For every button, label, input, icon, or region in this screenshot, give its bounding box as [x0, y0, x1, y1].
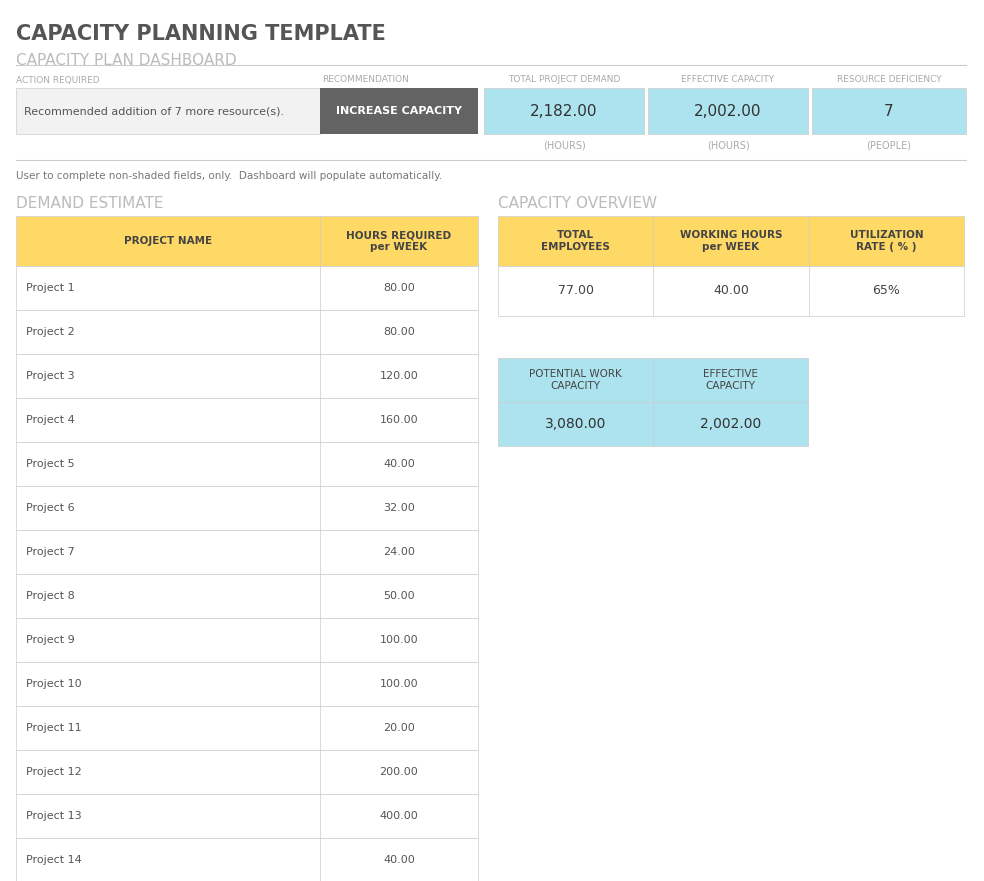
- Text: 80.00: 80.00: [383, 327, 415, 337]
- Text: POTENTIAL WORK
CAPACITY: POTENTIAL WORK CAPACITY: [529, 369, 622, 391]
- Text: 2,182.00: 2,182.00: [530, 103, 597, 119]
- Text: (HOURS): (HOURS): [542, 141, 585, 151]
- Bar: [16, 216, 478, 266]
- Bar: [16, 266, 478, 310]
- Text: Project 8: Project 8: [26, 591, 75, 601]
- Text: Project 6: Project 6: [26, 503, 75, 513]
- Bar: [320, 88, 478, 134]
- Text: 100.00: 100.00: [380, 635, 418, 645]
- Bar: [484, 88, 644, 134]
- Bar: [16, 706, 478, 750]
- Text: 200.00: 200.00: [380, 767, 418, 777]
- Bar: [498, 216, 964, 266]
- Bar: [16, 310, 478, 354]
- Bar: [16, 530, 478, 574]
- Bar: [648, 88, 808, 134]
- Text: Project 2: Project 2: [26, 327, 75, 337]
- Bar: [498, 266, 964, 316]
- Text: Project 4: Project 4: [26, 415, 75, 425]
- Text: 80.00: 80.00: [383, 283, 415, 293]
- Text: RESOURCE DEFICIENCY: RESOURCE DEFICIENCY: [836, 76, 942, 85]
- Text: 24.00: 24.00: [383, 547, 415, 557]
- Text: Project 12: Project 12: [26, 767, 82, 777]
- Text: EFFECTIVE
CAPACITY: EFFECTIVE CAPACITY: [703, 369, 758, 391]
- Bar: [16, 794, 478, 838]
- Text: 2,002.00: 2,002.00: [700, 417, 762, 431]
- Text: INCREASE CAPACITY: INCREASE CAPACITY: [336, 106, 462, 116]
- Text: 40.00: 40.00: [383, 855, 415, 865]
- Text: CAPACITY PLAN DASHBOARD: CAPACITY PLAN DASHBOARD: [16, 53, 236, 68]
- Bar: [498, 358, 808, 446]
- Text: 40.00: 40.00: [383, 459, 415, 469]
- Text: CAPACITY PLANNING TEMPLATE: CAPACITY PLANNING TEMPLATE: [16, 24, 386, 44]
- Text: 100.00: 100.00: [380, 679, 418, 689]
- Bar: [16, 750, 478, 794]
- Bar: [16, 574, 478, 618]
- Text: ACTION REQUIRED: ACTION REQUIRED: [16, 76, 99, 85]
- Text: DEMAND ESTIMATE: DEMAND ESTIMATE: [16, 196, 163, 211]
- Bar: [16, 838, 478, 881]
- Text: RECOMMENDATION: RECOMMENDATION: [322, 76, 409, 85]
- Text: (PEOPLE): (PEOPLE): [867, 141, 911, 151]
- Text: Project 13: Project 13: [26, 811, 82, 821]
- Text: HOURS REQUIRED
per WEEK: HOURS REQUIRED per WEEK: [346, 230, 452, 252]
- Bar: [16, 662, 478, 706]
- Text: 400.00: 400.00: [380, 811, 418, 821]
- Bar: [16, 354, 478, 398]
- Bar: [16, 442, 478, 486]
- Text: User to complete non-shaded fields, only.  Dashboard will populate automatically: User to complete non-shaded fields, only…: [16, 171, 442, 181]
- Text: 160.00: 160.00: [380, 415, 418, 425]
- Text: 7: 7: [885, 103, 893, 119]
- Text: 3,080.00: 3,080.00: [545, 417, 606, 431]
- Text: (HOURS): (HOURS): [707, 141, 750, 151]
- Text: 77.00: 77.00: [558, 285, 593, 298]
- Text: Recommended addition of 7 more resource(s).: Recommended addition of 7 more resource(…: [24, 106, 284, 116]
- Text: 40.00: 40.00: [713, 285, 749, 298]
- Bar: [16, 88, 320, 134]
- Text: UTILIZATION
RATE ( % ): UTILIZATION RATE ( % ): [849, 230, 923, 252]
- Text: 120.00: 120.00: [380, 371, 418, 381]
- Text: 32.00: 32.00: [383, 503, 415, 513]
- Text: Project 11: Project 11: [26, 723, 82, 733]
- Text: Project 1: Project 1: [26, 283, 75, 293]
- Text: Project 14: Project 14: [26, 855, 82, 865]
- Text: TOTAL
EMPLOYEES: TOTAL EMPLOYEES: [541, 230, 610, 252]
- Text: 20.00: 20.00: [383, 723, 415, 733]
- Text: 65%: 65%: [873, 285, 900, 298]
- Text: PROJECT NAME: PROJECT NAME: [124, 236, 213, 246]
- Text: TOTAL PROJECT DEMAND: TOTAL PROJECT DEMAND: [508, 76, 620, 85]
- Text: Project 9: Project 9: [26, 635, 75, 645]
- Bar: [16, 398, 478, 442]
- Bar: [16, 486, 478, 530]
- Text: Project 7: Project 7: [26, 547, 75, 557]
- Text: 2,002.00: 2,002.00: [695, 103, 762, 119]
- Text: Project 3: Project 3: [26, 371, 75, 381]
- Text: Project 10: Project 10: [26, 679, 82, 689]
- Text: Project 5: Project 5: [26, 459, 75, 469]
- Text: CAPACITY OVERVIEW: CAPACITY OVERVIEW: [498, 196, 657, 211]
- Text: 50.00: 50.00: [383, 591, 415, 601]
- Text: EFFECTIVE CAPACITY: EFFECTIVE CAPACITY: [682, 76, 774, 85]
- Bar: [16, 618, 478, 662]
- Text: WORKING HOURS
per WEEK: WORKING HOURS per WEEK: [680, 230, 782, 252]
- Bar: [812, 88, 966, 134]
